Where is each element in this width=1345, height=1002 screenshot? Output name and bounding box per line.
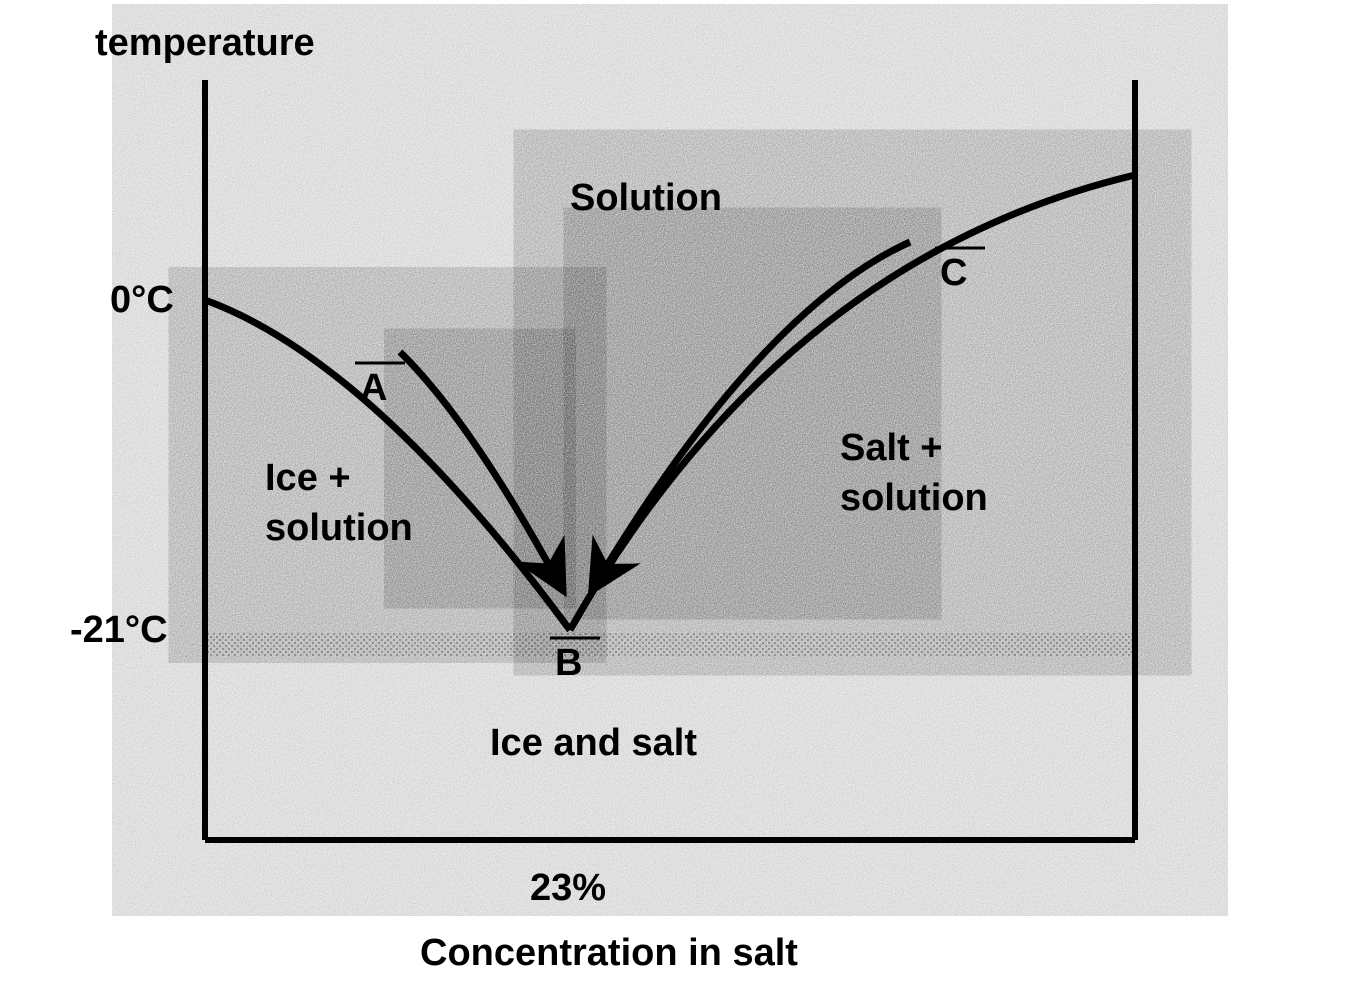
phase-diagram: temperature 0°C -21°C 23% Concentration … — [0, 0, 1345, 1002]
region-solution-label: Solution — [570, 177, 722, 219]
region-salt-solution-label-2: solution — [840, 477, 988, 519]
x-tick-23pct: 23% — [530, 867, 606, 909]
region-ice-solution-label-1: Ice + — [265, 457, 351, 499]
y-tick-minus21c: -21°C — [70, 609, 168, 651]
point-a-label: A — [360, 367, 387, 409]
dotted-band — [208, 633, 1132, 657]
x-axis-label: Concentration in salt — [420, 932, 798, 974]
point-b-label: B — [555, 642, 582, 684]
arrow-a-to-b — [400, 352, 560, 585]
region-salt-solution-label-1: Salt + — [840, 427, 942, 469]
region-ice-and-salt-label: Ice and salt — [490, 722, 697, 764]
point-c-label: C — [940, 252, 967, 294]
liquidus-right-curve — [570, 175, 1135, 630]
liquidus-left-curve — [205, 300, 570, 630]
region-ice-solution-label-2: solution — [265, 507, 413, 549]
y-axis-label: temperature — [95, 22, 315, 64]
y-tick-0c: 0°C — [110, 279, 174, 321]
